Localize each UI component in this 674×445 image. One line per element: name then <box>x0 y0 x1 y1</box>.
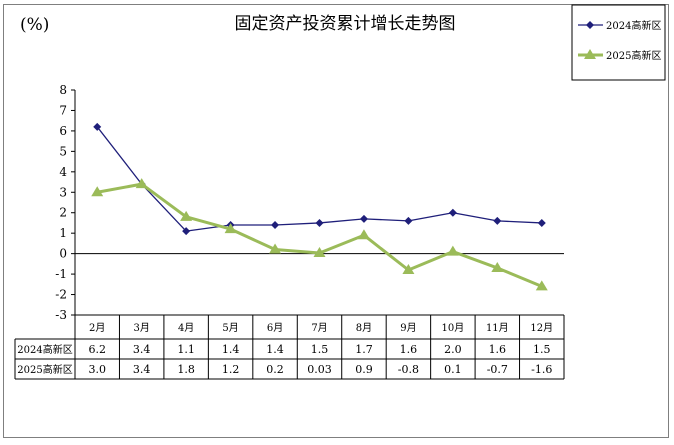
legend-box <box>571 4 666 81</box>
x-tick-label: 5月 <box>222 322 238 334</box>
data-point-triangle-icon <box>269 243 282 254</box>
data-table: 2月 3月 4月 5月 6月 7月 8月 9月 10月 11月 12月 2024高新区 6.2 3.4 1.… <box>14 314 565 380</box>
data-point-diamond-icon <box>271 221 280 229</box>
table-cell-value: 1.7 <box>355 343 373 356</box>
series-layer <box>91 122 548 291</box>
x-tick-label: 4月 <box>178 322 194 334</box>
table-cell-value: 3.4 <box>133 343 151 356</box>
data-point-diamond-icon <box>93 122 102 131</box>
x-tick-label: 10月 <box>441 322 464 334</box>
y-tick-label: 4 <box>59 165 67 179</box>
y-tick-label: 5 <box>59 144 67 158</box>
table-cell-value: 3.4 <box>133 363 151 376</box>
chart-title: 固定资产投资累计增长走势图 <box>235 14 456 34</box>
x-tick-label: 8月 <box>356 322 372 334</box>
y-tick-label: -2 <box>55 288 67 302</box>
axes: -3 -2 -1 0 1 2 3 4 5 6 7 8 <box>55 83 564 322</box>
series-line-0 <box>96 126 542 232</box>
table-cell-value: -1.6 <box>531 363 552 376</box>
x-tick-label: 9月 <box>400 322 416 334</box>
y-tick-label: 0 <box>59 247 67 261</box>
table-cell-value: 1.5 <box>311 343 329 356</box>
table-cell-value: -0.7 <box>487 363 508 376</box>
x-tick-label: 2月 <box>89 322 105 334</box>
table-cell-value: 1.2 <box>222 363 240 376</box>
x-tick-label: 3月 <box>133 322 149 334</box>
y-tick-label: 7 <box>59 103 67 117</box>
series-line-1 <box>96 182 543 288</box>
table-cell-value: 0.03 <box>307 363 332 376</box>
x-tick-label: 12月 <box>530 322 553 334</box>
data-point-triangle-icon <box>91 186 104 197</box>
y-tick-label: 3 <box>59 185 67 199</box>
x-tick-label: 7月 <box>311 322 327 334</box>
table-cell-value: 1.6 <box>489 343 507 356</box>
table-cell-value: 2.0 <box>444 343 462 356</box>
data-point-diamond-icon <box>359 214 368 223</box>
data-point-triangle-icon <box>135 178 148 189</box>
legend-marker-diamond-icon <box>586 21 594 29</box>
table-cell-value: 3.0 <box>88 363 106 376</box>
table-cell-value: 0.9 <box>355 363 373 376</box>
chart-frame <box>3 4 669 438</box>
y-tick-label: 6 <box>59 124 67 138</box>
data-point-diamond-icon <box>315 218 324 227</box>
data-point-triangle-icon <box>224 223 237 234</box>
table-cell-value: 1.6 <box>400 343 418 356</box>
data-point-diamond-icon <box>493 216 502 225</box>
y-tick-label: 8 <box>59 83 67 97</box>
data-point-diamond-icon <box>537 218 546 227</box>
legend-label-2024: 2024高新区 <box>606 19 661 32</box>
table-cell-value: -0.8 <box>398 363 419 376</box>
table-cell-value: 1.1 <box>177 343 195 356</box>
table-row-label: 2024高新区 <box>17 343 72 356</box>
y-tick-label: -3 <box>55 308 67 322</box>
table-cell-value: 1.8 <box>177 363 195 376</box>
data-point-diamond-icon <box>404 216 413 225</box>
y-axis-label: (%) <box>20 15 49 35</box>
data-point-triangle-icon <box>402 264 415 274</box>
data-point-diamond-icon <box>448 208 457 217</box>
data-point-triangle-icon <box>313 247 326 258</box>
data-point-triangle-icon <box>446 245 459 256</box>
data-point-triangle-icon <box>491 261 504 272</box>
data-point-triangle-icon <box>535 280 548 291</box>
table-cell-value: 6.2 <box>88 343 106 356</box>
y-tick-label: 2 <box>59 206 67 220</box>
x-tick-label: 6月 <box>267 322 283 334</box>
table-cell-value: 1.4 <box>266 343 284 356</box>
legend: 2024高新区 2025高新区 <box>571 4 666 81</box>
legend-label-2025: 2025高新区 <box>606 49 661 62</box>
data-point-triangle-icon <box>357 229 370 240</box>
table-cell-value: 0.1 <box>444 363 462 376</box>
table-row-label: 2025高新区 <box>17 363 72 376</box>
table-cell-value: 1.4 <box>222 343 240 356</box>
x-tick-label: 11月 <box>486 322 509 334</box>
y-tick-label: 1 <box>59 226 67 240</box>
y-tick-label: -1 <box>55 267 67 281</box>
data-point-diamond-icon <box>182 227 191 236</box>
table-cell-value: 1.5 <box>533 343 551 356</box>
table-cell-value: 0.2 <box>266 363 284 376</box>
data-point-triangle-icon <box>180 210 193 221</box>
legend-marker-triangle-icon <box>584 49 596 59</box>
